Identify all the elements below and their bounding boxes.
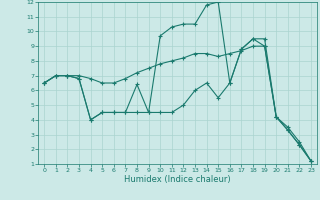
X-axis label: Humidex (Indice chaleur): Humidex (Indice chaleur) <box>124 175 231 184</box>
